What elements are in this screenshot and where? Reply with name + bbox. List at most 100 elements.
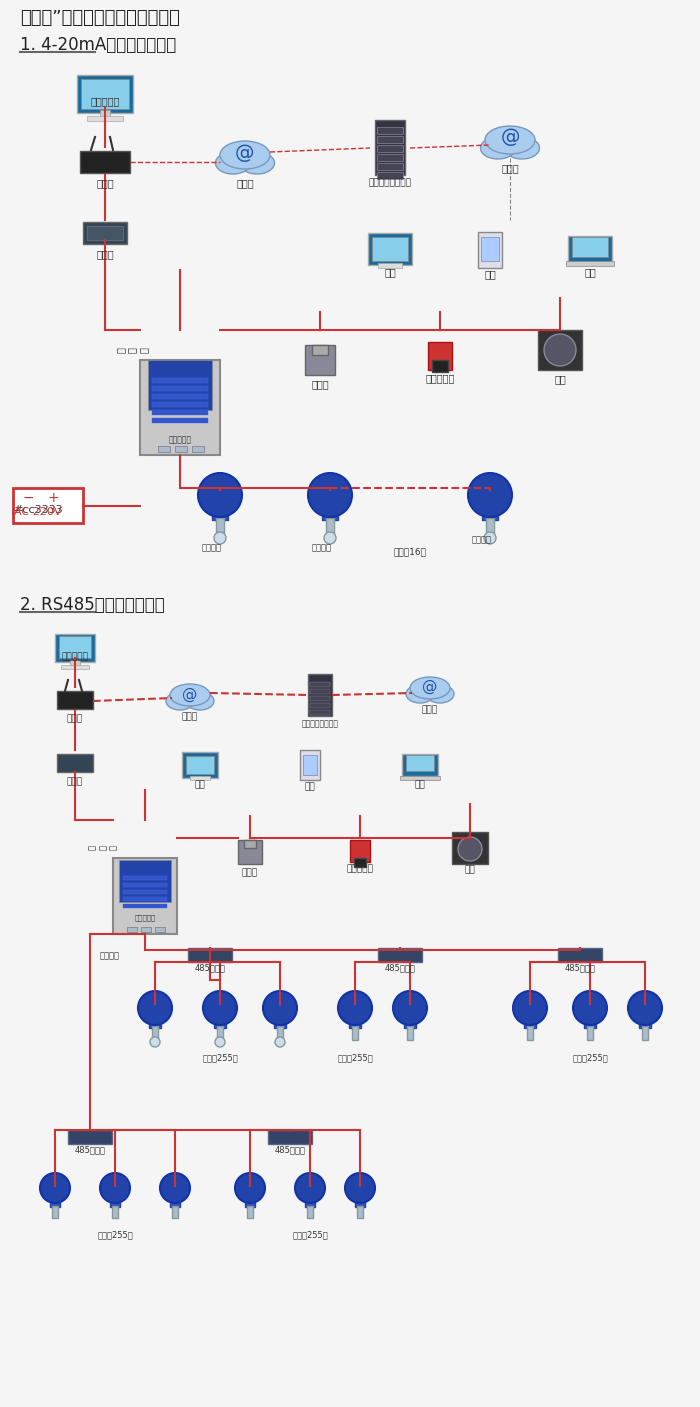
Circle shape <box>275 1037 285 1047</box>
Bar <box>152 386 208 391</box>
Text: 机气猫”系列带显示固定式检测仪: 机气猫”系列带显示固定式检测仪 <box>20 8 180 27</box>
Text: 单机版电脑: 单机版电脑 <box>90 96 120 106</box>
Bar <box>247 1206 253 1218</box>
Ellipse shape <box>170 684 210 706</box>
Bar <box>377 163 403 170</box>
Bar <box>312 345 328 355</box>
Bar <box>175 446 187 452</box>
Bar <box>482 495 498 521</box>
Bar <box>268 1130 312 1144</box>
Bar <box>377 153 403 160</box>
Circle shape <box>393 991 427 1026</box>
Bar <box>110 1192 120 1207</box>
Bar <box>123 877 167 879</box>
Bar <box>584 1010 596 1029</box>
Text: 可连接255台: 可连接255台 <box>572 1054 608 1062</box>
Bar <box>190 777 210 779</box>
Bar <box>377 136 403 144</box>
Bar <box>152 418 208 424</box>
Bar <box>55 635 95 663</box>
Bar <box>406 756 434 771</box>
Ellipse shape <box>480 136 515 159</box>
Bar <box>80 151 130 173</box>
Text: 通
讯
线: 通 讯 线 <box>116 348 148 353</box>
Text: @: @ <box>182 687 197 702</box>
Bar <box>68 1130 112 1144</box>
Bar <box>123 884 167 886</box>
Bar <box>310 682 330 687</box>
Bar <box>119 860 171 902</box>
Bar <box>245 1192 255 1207</box>
Text: 安恒尔网络服务器: 安恒尔网络服务器 <box>368 179 412 187</box>
Circle shape <box>513 991 547 1026</box>
Bar <box>527 1026 533 1040</box>
Circle shape <box>458 837 482 861</box>
Bar <box>378 948 422 962</box>
Circle shape <box>203 991 237 1026</box>
Bar <box>113 858 177 934</box>
Bar <box>404 1010 416 1029</box>
Bar <box>377 145 403 152</box>
Ellipse shape <box>216 152 251 174</box>
Text: 东莞市域机: 东莞市域机 <box>134 915 155 922</box>
Bar <box>303 756 317 775</box>
Bar <box>558 948 602 962</box>
Bar <box>524 1010 536 1029</box>
Text: 路由器: 路由器 <box>67 715 83 723</box>
Bar <box>170 1192 180 1207</box>
Text: @: @ <box>500 128 519 148</box>
Text: 路由器: 路由器 <box>96 179 114 189</box>
Bar <box>377 172 403 179</box>
Bar <box>305 345 335 376</box>
Bar <box>244 840 256 848</box>
Bar <box>277 1026 283 1040</box>
Bar <box>310 689 330 694</box>
Circle shape <box>138 991 172 1026</box>
Text: +: + <box>47 491 59 505</box>
Text: 电磁阀: 电磁阀 <box>312 378 329 388</box>
Bar <box>377 127 403 134</box>
Text: 可连接255台: 可连接255台 <box>202 1054 238 1062</box>
Bar <box>357 1206 363 1218</box>
Bar <box>375 120 405 174</box>
Circle shape <box>214 532 226 545</box>
Text: 485中继器: 485中继器 <box>274 1145 305 1155</box>
Bar <box>152 378 208 383</box>
Text: 可连接255台: 可连接255台 <box>97 1231 133 1240</box>
Bar <box>355 1192 365 1207</box>
Text: 风机: 风机 <box>554 374 566 384</box>
Text: 手机: 手机 <box>484 269 496 279</box>
Bar <box>350 840 370 862</box>
Bar <box>307 1206 313 1218</box>
Text: 可连接255台: 可连接255台 <box>292 1231 328 1240</box>
Circle shape <box>150 1037 160 1047</box>
Text: 2. RS485信号连接系统图: 2. RS485信号连接系统图 <box>20 597 164 613</box>
Circle shape <box>544 333 576 366</box>
Ellipse shape <box>406 685 434 704</box>
Text: 可连接255台: 可连接255台 <box>337 1054 373 1062</box>
Bar <box>152 394 208 400</box>
Bar <box>172 1206 178 1218</box>
Circle shape <box>573 991 607 1026</box>
Bar <box>158 446 170 452</box>
Bar <box>123 891 167 893</box>
Bar <box>310 704 330 708</box>
Bar <box>152 1026 158 1040</box>
Bar <box>238 840 262 864</box>
Text: 东莞市域机: 东莞市域机 <box>169 436 192 445</box>
Circle shape <box>484 532 496 545</box>
Ellipse shape <box>485 127 535 153</box>
Bar <box>61 666 89 668</box>
Bar <box>57 754 93 772</box>
Text: 1. 4-20mA信号连接系统图: 1. 4-20mA信号连接系统图 <box>20 37 176 53</box>
Text: 互联网: 互联网 <box>182 712 198 722</box>
Text: 转换器: 转换器 <box>67 778 83 787</box>
Text: AC 220V: AC 220V <box>14 507 62 516</box>
Circle shape <box>628 991 662 1026</box>
Text: 485中继器: 485中继器 <box>195 964 225 972</box>
Bar <box>192 446 204 452</box>
Text: @: @ <box>235 144 255 162</box>
Text: 转换器: 转换器 <box>96 249 114 259</box>
Bar <box>77 75 133 113</box>
Circle shape <box>308 473 352 516</box>
